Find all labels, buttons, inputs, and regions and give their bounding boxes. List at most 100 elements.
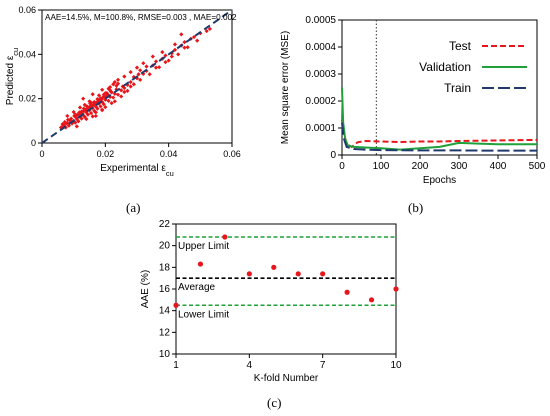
y-tick-label: 0 xyxy=(330,150,336,161)
legend-label-validation: Validation xyxy=(419,60,471,74)
y-tick-label: 18 xyxy=(159,262,171,273)
data-point xyxy=(81,96,86,101)
data-point xyxy=(393,286,399,292)
data-point xyxy=(105,92,110,97)
data-point xyxy=(69,116,74,121)
data-point xyxy=(100,108,105,113)
x-tick-label: 500 xyxy=(529,161,546,172)
data-point xyxy=(82,114,87,119)
data-point xyxy=(69,121,75,126)
x-tick-label: 7 xyxy=(320,360,326,371)
x-tick-label: 4 xyxy=(247,360,253,371)
y-tick-label: 10 xyxy=(159,349,171,360)
data-point xyxy=(76,119,81,124)
data-point xyxy=(125,88,130,94)
y-tick-label: 0 xyxy=(31,138,36,148)
data-point xyxy=(166,58,171,63)
data-point xyxy=(85,112,91,117)
data-point xyxy=(79,116,84,121)
y-tick-label: 0.0004 xyxy=(305,42,336,53)
data-point xyxy=(150,54,155,59)
data-point xyxy=(103,104,108,110)
data-point xyxy=(107,85,113,90)
data-point xyxy=(191,34,197,40)
data-point xyxy=(147,72,152,77)
data-point xyxy=(101,102,106,107)
legend: Test Validation Train xyxy=(419,39,527,95)
data-point xyxy=(112,99,117,104)
data-point xyxy=(73,112,78,117)
data-point xyxy=(163,53,168,58)
data-point xyxy=(84,116,89,122)
x-axis-label: K-fold Number xyxy=(254,373,319,384)
reference-label-average: Average xyxy=(178,282,216,293)
data-point xyxy=(122,89,127,95)
panel-label-a: (a) xyxy=(126,200,141,215)
data-point xyxy=(173,302,179,308)
data-point xyxy=(81,106,86,111)
data-point xyxy=(131,82,136,87)
data-point xyxy=(271,264,277,270)
data-point xyxy=(66,123,72,128)
data-point xyxy=(112,91,117,96)
data-point xyxy=(92,108,97,113)
x-tick-label: 0.04 xyxy=(160,149,178,159)
legend-label-test: Test xyxy=(449,39,472,53)
data-point xyxy=(119,94,124,99)
y-tick-label: 0.02 xyxy=(18,94,36,104)
x-axis-label: Epochs xyxy=(423,175,456,186)
data-point xyxy=(95,97,100,102)
data-point xyxy=(106,98,111,103)
data-point xyxy=(68,118,73,123)
data-point xyxy=(134,65,140,70)
data-point xyxy=(122,74,127,79)
data-point xyxy=(95,106,100,111)
data-point xyxy=(104,91,110,96)
data-point xyxy=(111,95,116,100)
data-point xyxy=(138,68,143,73)
y-tick-label: 0.0002 xyxy=(305,96,336,107)
data-point xyxy=(106,86,111,91)
data-point xyxy=(128,79,133,85)
data-point xyxy=(60,124,65,129)
data-point xyxy=(204,28,209,34)
x-tick-label: 0.06 xyxy=(223,149,241,159)
data-point xyxy=(93,110,98,115)
data-point xyxy=(179,32,184,37)
series-line-test xyxy=(341,119,538,149)
data-point xyxy=(197,261,204,267)
data-point xyxy=(92,99,97,105)
y-tick-label: 0.0005 xyxy=(305,15,336,26)
data-point xyxy=(169,54,174,59)
reference-label-lower-limit: Lower Limit xyxy=(178,309,229,320)
data-point xyxy=(90,92,95,97)
x-tick-label: 1 xyxy=(173,360,179,371)
data-point xyxy=(100,87,105,92)
data-point xyxy=(74,124,79,129)
data-point xyxy=(115,92,121,97)
y-tick-label: 20 xyxy=(159,241,171,252)
y-tick-label: 0.0001 xyxy=(305,123,336,134)
y-tick-label: 0.0003 xyxy=(305,69,336,80)
y-tick-label: 14 xyxy=(159,306,171,317)
reference-line xyxy=(41,9,233,144)
data-point xyxy=(93,113,98,119)
data-point xyxy=(115,77,121,82)
data-point xyxy=(84,104,90,109)
data-point xyxy=(163,59,168,65)
data-point xyxy=(207,26,212,31)
chart-b: 0 100 200 300 400 500 0 0.0001 0.0002 0.0003 0.000… xyxy=(280,15,546,186)
data-point xyxy=(112,79,117,85)
series-line-train xyxy=(341,122,537,152)
data-point xyxy=(368,297,375,303)
x-axis-label: Experimental εcu xyxy=(100,163,174,178)
data-point xyxy=(185,45,190,50)
data-point xyxy=(222,234,228,240)
data-point xyxy=(98,104,103,109)
data-point xyxy=(115,81,121,86)
data-point xyxy=(182,40,187,45)
data-point xyxy=(160,50,165,55)
data-point xyxy=(96,93,102,98)
y-tick-label: 16 xyxy=(159,284,171,295)
